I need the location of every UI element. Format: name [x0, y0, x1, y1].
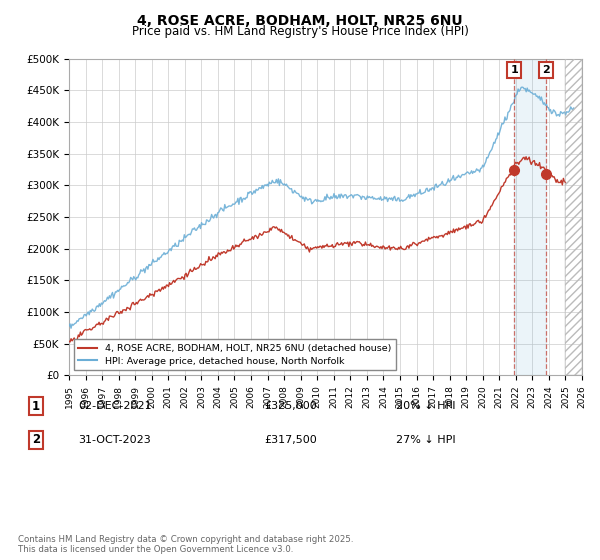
Text: 4, ROSE ACRE, BODHAM, HOLT, NR25 6NU: 4, ROSE ACRE, BODHAM, HOLT, NR25 6NU [137, 14, 463, 28]
Text: 2: 2 [32, 433, 40, 446]
Text: 02-DEC-2021: 02-DEC-2021 [78, 401, 152, 411]
Text: 31-OCT-2023: 31-OCT-2023 [78, 435, 151, 445]
Text: 1: 1 [511, 65, 518, 75]
Text: Price paid vs. HM Land Registry's House Price Index (HPI): Price paid vs. HM Land Registry's House … [131, 25, 469, 38]
Text: £325,000: £325,000 [264, 401, 317, 411]
Text: Contains HM Land Registry data © Crown copyright and database right 2025.
This d: Contains HM Land Registry data © Crown c… [18, 535, 353, 554]
Bar [514, 59, 546, 375]
Text: 1: 1 [32, 399, 40, 413]
Legend: 4, ROSE ACRE, BODHAM, HOLT, NR25 6NU (detached house), HPI: Average price, detac: 4, ROSE ACRE, BODHAM, HOLT, NR25 6NU (de… [74, 339, 396, 371]
Text: £317,500: £317,500 [264, 435, 317, 445]
Text: 27% ↓ HPI: 27% ↓ HPI [396, 435, 455, 445]
Text: 2: 2 [542, 65, 550, 75]
Text: 20% ↓ HPI: 20% ↓ HPI [396, 401, 455, 411]
